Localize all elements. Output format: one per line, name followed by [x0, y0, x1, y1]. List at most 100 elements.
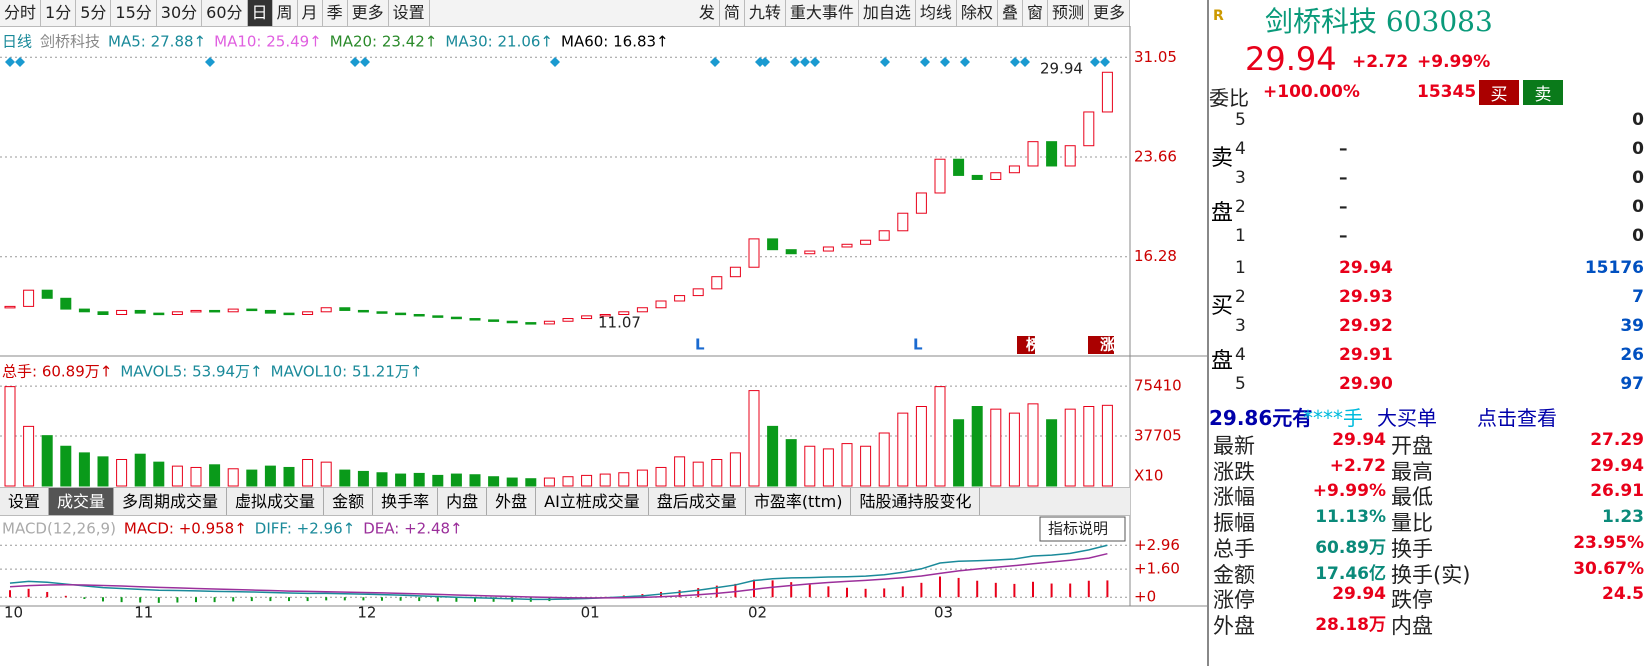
toolbar-button[interactable]: 发 [695, 0, 720, 26]
toolbar: 分时 1分 5分 15分 30分 60分日周月季更多 设置发简九转 重大事件 加自选 均线 除权叠窗… [0, 0, 1130, 27]
toolbar-button[interactable]: 窗 [1023, 0, 1048, 26]
toolbar-button[interactable]: 5分 [76, 0, 112, 26]
tab[interactable]: 成交量 [49, 488, 115, 515]
candle [4, 305, 16, 309]
tab[interactable]: 换手率 [373, 488, 439, 515]
toolbar-button[interactable]: 重大事件 [786, 0, 859, 26]
volume-bar [171, 465, 183, 487]
tab[interactable]: 虚拟成交量 [227, 488, 325, 515]
button-bg[interactable] [1039, 516, 1126, 542]
toolbar-button[interactable]: 设置 [389, 0, 430, 26]
signal [810, 57, 820, 67]
candle [23, 289, 35, 307]
signal [1010, 57, 1020, 67]
candle [636, 307, 648, 313]
candle [302, 311, 314, 315]
volume-bar [450, 473, 462, 487]
candle [60, 297, 72, 310]
candle [915, 192, 927, 214]
tab[interactable]: 市盈率(ttm) [746, 488, 852, 515]
stat: 11.13% [1315, 507, 1386, 528]
toolbar-button[interactable]: 预测 [1048, 0, 1089, 26]
toolbar-button[interactable]: 周 [273, 0, 298, 26]
tab[interactable]: 金额 [324, 488, 374, 515]
candle [618, 311, 630, 315]
tab[interactable]: 设置 [0, 488, 50, 515]
order-cell: 2 [1235, 197, 1246, 217]
volume-bar [581, 474, 593, 487]
tab[interactable]: 陆股通持股变化 [851, 488, 981, 515]
macd-line [9, 552, 1108, 599]
order-cell: – [1339, 226, 1348, 246]
signal [1100, 57, 1110, 67]
sell-button[interactable]: 卖 [1523, 80, 1563, 105]
toolbar-button[interactable]: 更多 [1089, 0, 1130, 26]
stat: 内盘 [1391, 613, 1433, 638]
candle [748, 238, 760, 268]
button[interactable]: 指标说明 [1048, 520, 1108, 538]
toolbar-button[interactable]: 均线 [916, 0, 957, 26]
candle [785, 249, 797, 255]
toolbar-button[interactable]: 季 [323, 0, 348, 26]
toolbar-button[interactable]: 分时 [0, 0, 42, 26]
candle [246, 308, 258, 312]
legend-item: 日线 [2, 33, 32, 51]
badge [1017, 336, 1035, 354]
toolbar-button[interactable]: 除权 [957, 0, 998, 26]
stat: 29.94 [1332, 584, 1386, 605]
toolbar-button[interactable]: 简 [720, 0, 745, 26]
candle [674, 295, 686, 302]
side-label: 盘 [1211, 349, 1234, 374]
x-tick-label: 12 [357, 604, 376, 622]
candle [320, 307, 332, 313]
order-cell: 39 [1620, 316, 1644, 336]
toolbar-button[interactable]: 加自选 [859, 0, 916, 26]
toolbar-button[interactable]: 更多 [348, 0, 389, 26]
stat: 金额 [1213, 562, 1255, 587]
x-tick-label: 11 [134, 604, 153, 622]
order-cell: 26 [1620, 345, 1644, 365]
order-cell: 0 [1632, 110, 1644, 130]
toolbar-button[interactable]: 60分 [202, 0, 248, 26]
candle [450, 316, 462, 320]
toolbar-button[interactable]: 30分 [157, 0, 203, 26]
buy-button[interactable]: 买 [1479, 80, 1519, 105]
annotation: 11.07 [598, 314, 641, 332]
tab[interactable]: 外盘 [487, 488, 537, 515]
order-cell: 97 [1620, 374, 1644, 394]
volume-bar [748, 390, 760, 487]
toolbar-button[interactable]: 月 [298, 0, 323, 26]
toolbar-button[interactable]: 1分 [41, 0, 77, 26]
candle [767, 238, 779, 251]
volume-bar [78, 452, 90, 487]
side-label: 盘 [1211, 201, 1234, 226]
annotation: 29.94 [1040, 60, 1083, 78]
multiplier: X10 [1134, 467, 1163, 485]
big-order[interactable]: 点击查看 [1477, 406, 1557, 430]
volume-bar [822, 448, 834, 487]
toolbar-button[interactable]: 叠 [998, 0, 1023, 26]
tab[interactable]: 内盘 [438, 488, 488, 515]
candle [1083, 111, 1095, 147]
legend-item: MACD(12,26,9) [2, 520, 116, 538]
volume-bar [395, 473, 407, 487]
toolbar-button[interactable]: 日 [247, 0, 273, 26]
volume-bar [841, 443, 853, 487]
signal [350, 57, 360, 67]
volume-bar [432, 474, 444, 487]
candle [190, 309, 202, 313]
toolbar-button[interactable]: 九转 [745, 0, 786, 26]
tab[interactable]: AI立桩成交量 [536, 488, 649, 515]
stat: 涨跌 [1213, 459, 1255, 484]
volume-bar [4, 386, 16, 487]
tab[interactable]: 盘后成交量 [649, 488, 746, 515]
tab[interactable]: 多周期成交量 [114, 488, 228, 515]
candle [283, 312, 295, 316]
stat: 跌停 [1391, 588, 1433, 613]
volume-bar [413, 472, 425, 487]
candle [1046, 141, 1058, 167]
toolbar-button[interactable]: 15分 [111, 0, 157, 26]
candle [97, 311, 109, 315]
volume-bar [469, 474, 481, 487]
